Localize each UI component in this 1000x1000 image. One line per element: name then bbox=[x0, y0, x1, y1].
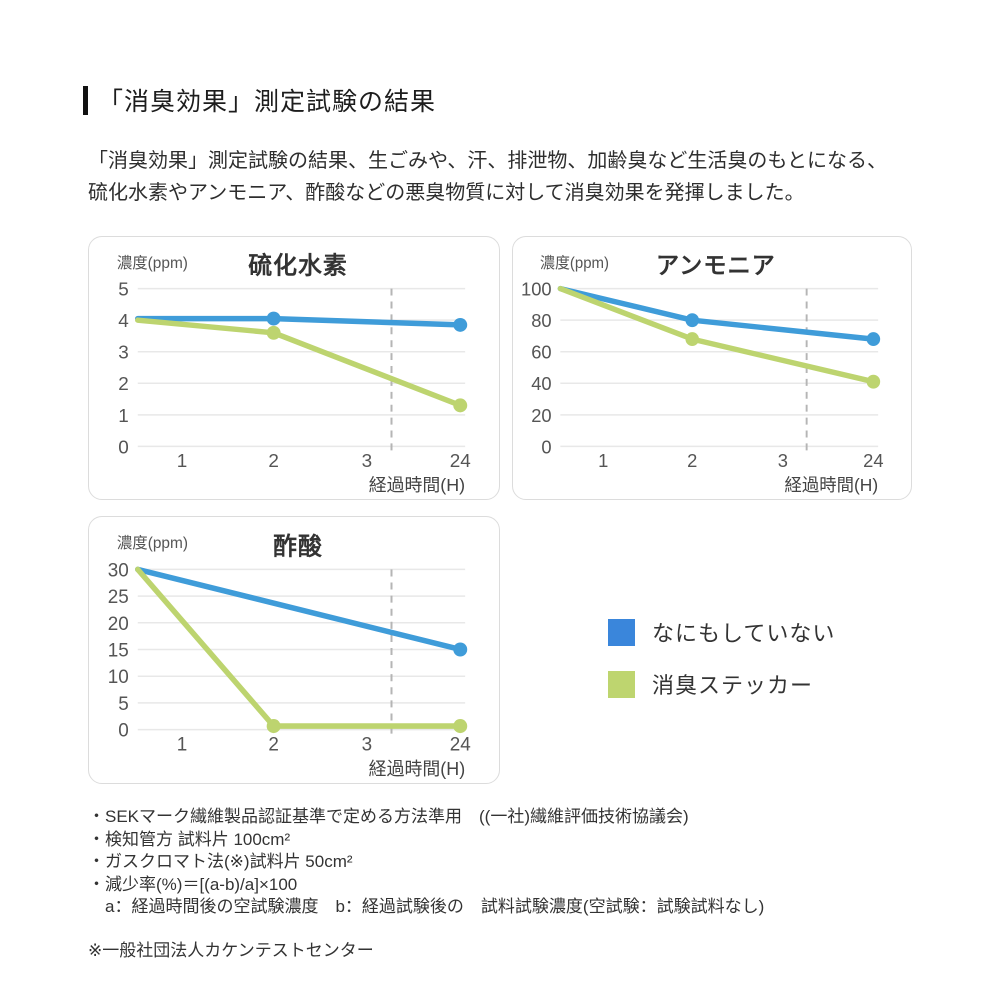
chart-card-acetic-acid: 濃度(ppm) 酢酸 0 5 10 15 20 25 30 1 2 3 24 経過時間(H) bbox=[88, 516, 500, 784]
data-point-dot-blue bbox=[685, 313, 699, 328]
y-tick-label: 30 bbox=[108, 560, 129, 581]
y-tick-label: 5 bbox=[118, 280, 129, 301]
y-tick-label: 15 bbox=[108, 640, 129, 661]
y-tick-label: 10 bbox=[108, 667, 129, 688]
data-point-dot-blue bbox=[266, 311, 281, 326]
intro-line-1: 「消臭効果」測定試験の結果、生ごみや、汗、排泄物、加齢臭など生活臭のもとになる、 bbox=[88, 150, 887, 172]
x-tick-label: 3 bbox=[362, 451, 373, 472]
y-tick-label: 0 bbox=[541, 436, 551, 457]
page-header: 「消臭効果」測定試験の結果 bbox=[83, 82, 436, 118]
footnote-line: ・減少率(%)＝[(a-b)/a]×100 bbox=[88, 874, 298, 894]
page-title: 「消臭効果」測定試験の結果 bbox=[98, 88, 437, 116]
x-tick-label: 24 bbox=[450, 451, 471, 472]
source-note: ※一般社団法人カケンテストセンター bbox=[88, 941, 374, 960]
y-tick-label: 20 bbox=[531, 405, 551, 426]
legend-label-deodorant-sticker: 消臭ステッカー bbox=[652, 673, 814, 698]
intro-paragraph: 「消臭効果」測定試験の結果、生ごみや、汗、排泄物、加齢臭など生活臭のもとになる、… bbox=[88, 145, 887, 209]
y-axis-label: 濃度(ppm) bbox=[117, 254, 188, 272]
x-axis-label: 経過時間(H) bbox=[785, 475, 879, 495]
legend-swatch-deodorant-sticker bbox=[608, 670, 635, 698]
chart-title: 硫化水素 bbox=[248, 252, 347, 280]
x-axis-label: 経過時間(H) bbox=[369, 759, 465, 779]
footnote-line: ・SEKマーク繊維製品認証基準で定める方法準用 ((一社)繊維評価技術協議会) bbox=[88, 807, 689, 826]
intro-line-2: 硫化水素やアンモニア、酢酸などの悪臭物質に対して消臭効果を発揮しました。 bbox=[88, 182, 805, 204]
chart-card-ammonia: 濃度(ppm) アンモニア 0 20 40 60 80 100 1 2 3 24 経過時間(H) bbox=[512, 236, 912, 500]
y-tick-label: 0 bbox=[118, 721, 129, 742]
x-tick-label: 2 bbox=[268, 451, 279, 472]
legend-label-untreated: なにもしていない bbox=[652, 621, 836, 646]
y-tick-label: 1 bbox=[118, 406, 129, 427]
y-tick-label: 5 bbox=[118, 694, 129, 715]
chart-title: アンモニア bbox=[656, 252, 776, 278]
y-tick-label: 60 bbox=[531, 341, 551, 362]
x-tick-label: 24 bbox=[450, 735, 471, 756]
footnote-line: a：経過時間後の空試験濃度 b：経過試験後の 試料試験濃度(空試験：試験試料なし… bbox=[88, 897, 765, 916]
x-tick-label: 1 bbox=[598, 450, 608, 471]
legend: なにもしていない 消臭ステッカー bbox=[608, 616, 835, 720]
x-tick-label: 3 bbox=[778, 450, 788, 471]
legend-item-untreated: なにもしていない bbox=[608, 616, 835, 648]
legend-swatch-untreated bbox=[608, 618, 635, 646]
data-point-dot-blue bbox=[453, 317, 468, 332]
footnote-line: ・検知管方 試料片 100cm² bbox=[88, 829, 291, 849]
x-axis-label: 経過時間(H) bbox=[369, 475, 465, 495]
series-line-green bbox=[135, 317, 463, 409]
y-axis-label: 濃度(ppm) bbox=[540, 255, 609, 272]
y-tick-label: 2 bbox=[118, 374, 129, 395]
chart-card-hydrogen-sulfide: 濃度(ppm) 硫化水素 0 1 2 3 4 5 1 2 3 24 経過時間(H) bbox=[88, 236, 500, 500]
title-accent-bar bbox=[83, 85, 88, 115]
x-tick-label: 1 bbox=[177, 451, 188, 472]
footnote-line: ・ガスクロマト法(※)試料片 50cm² bbox=[88, 852, 353, 871]
y-tick-label: 20 bbox=[108, 614, 129, 635]
x-tick-label: 2 bbox=[687, 450, 697, 471]
y-tick-label: 80 bbox=[531, 310, 551, 331]
chart-title: 酢酸 bbox=[273, 532, 323, 560]
series-line-blue bbox=[557, 285, 877, 342]
data-point-dot-blue bbox=[866, 332, 881, 347]
x-tick-label: 1 bbox=[177, 735, 188, 756]
y-tick-label: 3 bbox=[118, 343, 129, 364]
data-point-dot-green bbox=[453, 719, 468, 734]
y-tick-label: 0 bbox=[118, 437, 129, 458]
series-line-blue bbox=[135, 566, 463, 653]
x-tick-label: 2 bbox=[268, 735, 279, 756]
chart-svg: 濃度(ppm) 硫化水素 0 1 2 3 4 5 1 2 3 24 経過時間(H) bbox=[117, 252, 471, 495]
data-point-dot-green bbox=[266, 325, 281, 340]
data-point-dot-green bbox=[453, 398, 468, 413]
legend-item-deodorant-sticker: 消臭ステッカー bbox=[608, 668, 835, 700]
data-point-dot-green bbox=[685, 332, 699, 347]
data-point-dot-green bbox=[866, 374, 881, 389]
x-tick-label: 24 bbox=[863, 450, 883, 471]
chart-svg: 濃度(ppm) 酢酸 0 5 10 15 20 25 30 1 2 3 24 経過時間(H) bbox=[108, 532, 471, 779]
y-tick-label: 40 bbox=[531, 373, 551, 394]
footnotes: ・SEKマーク繊維製品認証基準で定める方法準用 ((一社)繊維評価技術協議会) … bbox=[88, 806, 764, 919]
y-tick-label: 100 bbox=[521, 278, 552, 299]
data-point-dot-green bbox=[266, 719, 281, 734]
y-tick-label: 25 bbox=[108, 587, 129, 608]
x-tick-label: 3 bbox=[362, 735, 373, 756]
y-axis-label: 濃度(ppm) bbox=[117, 534, 188, 552]
chart-svg: 濃度(ppm) アンモニア 0 20 40 60 80 100 1 2 3 24 経過時間(H) bbox=[521, 252, 884, 495]
data-point-dot-blue bbox=[453, 642, 468, 657]
y-tick-label: 4 bbox=[118, 311, 129, 332]
